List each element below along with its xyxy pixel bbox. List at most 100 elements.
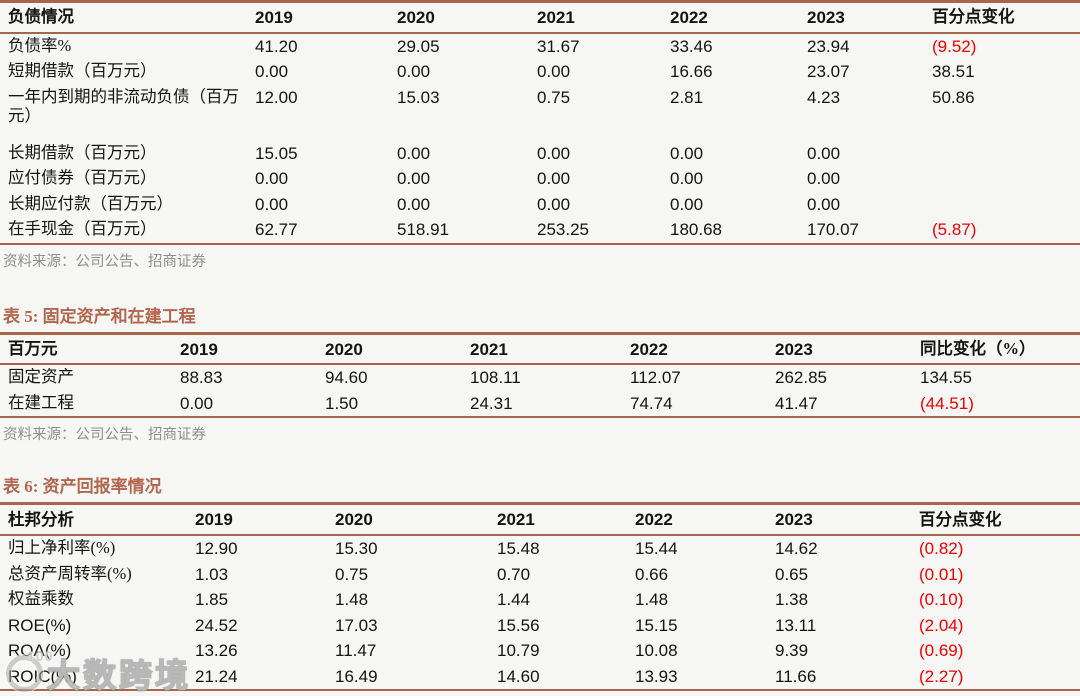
row-label: 归上净利率(%)	[8, 537, 116, 557]
row-label: 在手现金（百万元）	[8, 219, 157, 239]
cell-value: 13.26	[195, 641, 238, 661]
cell-value: 134.55	[920, 368, 972, 388]
cell-value: 0.00	[537, 143, 571, 163]
cell-value: 14.60	[497, 666, 540, 686]
row-label: 短期借款（百万元）	[8, 61, 157, 81]
table-row: 应付债券（百万元） 0.00 0.00 0.00 0.00 0.00	[0, 166, 1080, 192]
column-header: 2021	[537, 8, 575, 27]
cell-value: 12.90	[195, 538, 238, 558]
cell-value: 0.00	[397, 194, 431, 214]
source-note: 资料来源：公司公告、招商证券	[3, 253, 206, 270]
cell-value: 16.66	[670, 62, 713, 82]
cell-value: 2.81	[670, 87, 704, 107]
cell-value: 41.47	[775, 393, 818, 413]
row-label: 长期应付款（百万元）	[8, 193, 173, 213]
cell-value: 41.20	[255, 36, 298, 56]
cell-value: 10.08	[635, 641, 678, 661]
row-label: 应付债券（百万元）	[8, 168, 157, 188]
cell-value: 11.66	[775, 666, 817, 686]
column-header: 2023	[775, 510, 813, 530]
cell-value: 1.48	[635, 590, 669, 610]
cell-value: 62.77	[255, 220, 298, 240]
cell-value: 0.00	[397, 169, 431, 189]
cell-value: 0.00	[397, 62, 431, 82]
cell-value: 38.51	[932, 62, 975, 82]
cell-value: 0.00	[255, 62, 289, 82]
cell-value: 74.74	[630, 393, 673, 413]
row-label: ROA(%)	[8, 641, 72, 661]
cell-value: 262.85	[775, 368, 827, 388]
column-header: 2019	[195, 510, 233, 530]
cell-value: 50.86	[932, 87, 975, 107]
column-header: 2021	[497, 510, 535, 530]
cell-value: 10.79	[497, 641, 540, 661]
cell-value: (0.01)	[919, 564, 964, 584]
cell-value: 14.62	[775, 538, 818, 558]
column-header: 2020	[335, 510, 373, 530]
cell-value: 0.00	[670, 169, 704, 189]
cell-value: 24.31	[470, 393, 513, 413]
column-header: 2020	[325, 339, 363, 359]
cell-value: 0.00	[807, 194, 841, 214]
cell-value: 0.65	[775, 564, 809, 584]
cell-value: 170.07	[807, 220, 859, 240]
column-header: 2020	[397, 8, 435, 27]
cell-value: 0.00	[537, 194, 571, 214]
source-note: 资料来源：公司公告、招商证券	[3, 427, 206, 444]
row-label: 总资产周转率(%)	[8, 563, 132, 583]
returns-table-header-row: 杜邦分析 2019 2020 2021 2022 2023 百分点变化	[0, 504, 1080, 535]
cell-value: (0.69)	[919, 641, 964, 661]
table-title: 表 6: 资产回报率情况	[3, 477, 162, 497]
row-label: 在建工程	[8, 392, 74, 412]
cell-value: 15.03	[397, 87, 440, 107]
cell-value: 0.00	[255, 194, 289, 214]
table-row: 一年内到期的非流动负债（百万元） 12.00 15.03 0.75 2.81 4.23 50…	[0, 85, 1080, 129]
table-row: ROE(%) 24.52 17.03 15.56 15.15 13.11 (2.04)	[0, 613, 1080, 639]
cell-value: 0.00	[670, 194, 704, 214]
fixed-assets-table-header-row: 百万元 2019 2020 2021 2022 2023 同比变化（%）	[0, 333, 1080, 365]
table-row: 负债率% 41.20 29.05 31.67 33.46 23.94 (9.52)	[0, 33, 1080, 60]
cell-value: 0.75	[335, 564, 369, 584]
cell-value: 15.05	[255, 143, 298, 163]
cell-value: 0.00	[807, 143, 841, 163]
table-row: 长期应付款（百万元） 0.00 0.00 0.00 0.00 0.00	[0, 192, 1080, 218]
column-header: 2022	[670, 8, 708, 27]
cell-value: 11.47	[335, 641, 377, 661]
cell-value: (0.82)	[919, 538, 964, 558]
cell-value: 21.24	[195, 666, 238, 686]
cell-value: 518.91	[397, 220, 449, 240]
row-label: 一年内到期的非流动负债（百万元）	[8, 86, 239, 125]
row-label: ROE(%)	[8, 615, 72, 635]
cell-value	[932, 192, 1080, 218]
cell-value: (9.52)	[932, 36, 977, 56]
row-label: ROIC(%)	[8, 666, 77, 686]
debt-table: 负债情况 2019 2020 2021 2022 2023 百分点变化 负债率%…	[0, 0, 1080, 245]
cell-value: 12.00	[255, 87, 298, 107]
column-header: 2023	[775, 339, 813, 359]
column-header: 同比变化（%）	[920, 339, 1036, 359]
cell-value: (2.04)	[919, 615, 964, 635]
cell-value: 0.00	[670, 143, 704, 163]
column-header: 2022	[635, 510, 673, 530]
cell-value: 1.38	[775, 590, 809, 610]
cell-value: 31.67	[537, 36, 580, 56]
table-row: 长期借款（百万元） 15.05 0.00 0.00 0.00 0.00	[0, 129, 1080, 167]
table-row: ROIC(%) 21.24 16.49 14.60 13.93 11.66 (2.27)	[0, 664, 1080, 691]
returns-table-section: 表 6: 资产回报率情况 杜邦分析 2019 2020 2021 2022 20…	[0, 471, 1080, 700]
cell-value: 108.11	[470, 368, 521, 388]
column-header: 百万元	[8, 339, 58, 359]
column-header: 百分点变化	[919, 509, 1002, 529]
cell-value: 180.68	[670, 220, 722, 240]
cell-value: 16.49	[335, 666, 378, 686]
fixed-assets-table-section: 表 5: 固定资产和在建工程 百万元 2019 2020 2021 2022 2…	[0, 301, 1080, 445]
cell-value: 253.25	[537, 220, 589, 240]
cell-value: 15.30	[335, 538, 378, 558]
row-label: 负债率%	[8, 35, 72, 55]
cell-value: 0.00	[537, 62, 571, 82]
table-row: 权益乘数 1.85 1.48 1.44 1.48 1.38 (0.10)	[0, 587, 1080, 613]
cell-value: 94.60	[325, 368, 368, 388]
row-label: 长期借款（百万元）	[8, 142, 157, 162]
returns-table: 杜邦分析 2019 2020 2021 2022 2023 百分点变化 归上净利…	[0, 502, 1080, 692]
column-header: 杜邦分析	[8, 509, 74, 529]
